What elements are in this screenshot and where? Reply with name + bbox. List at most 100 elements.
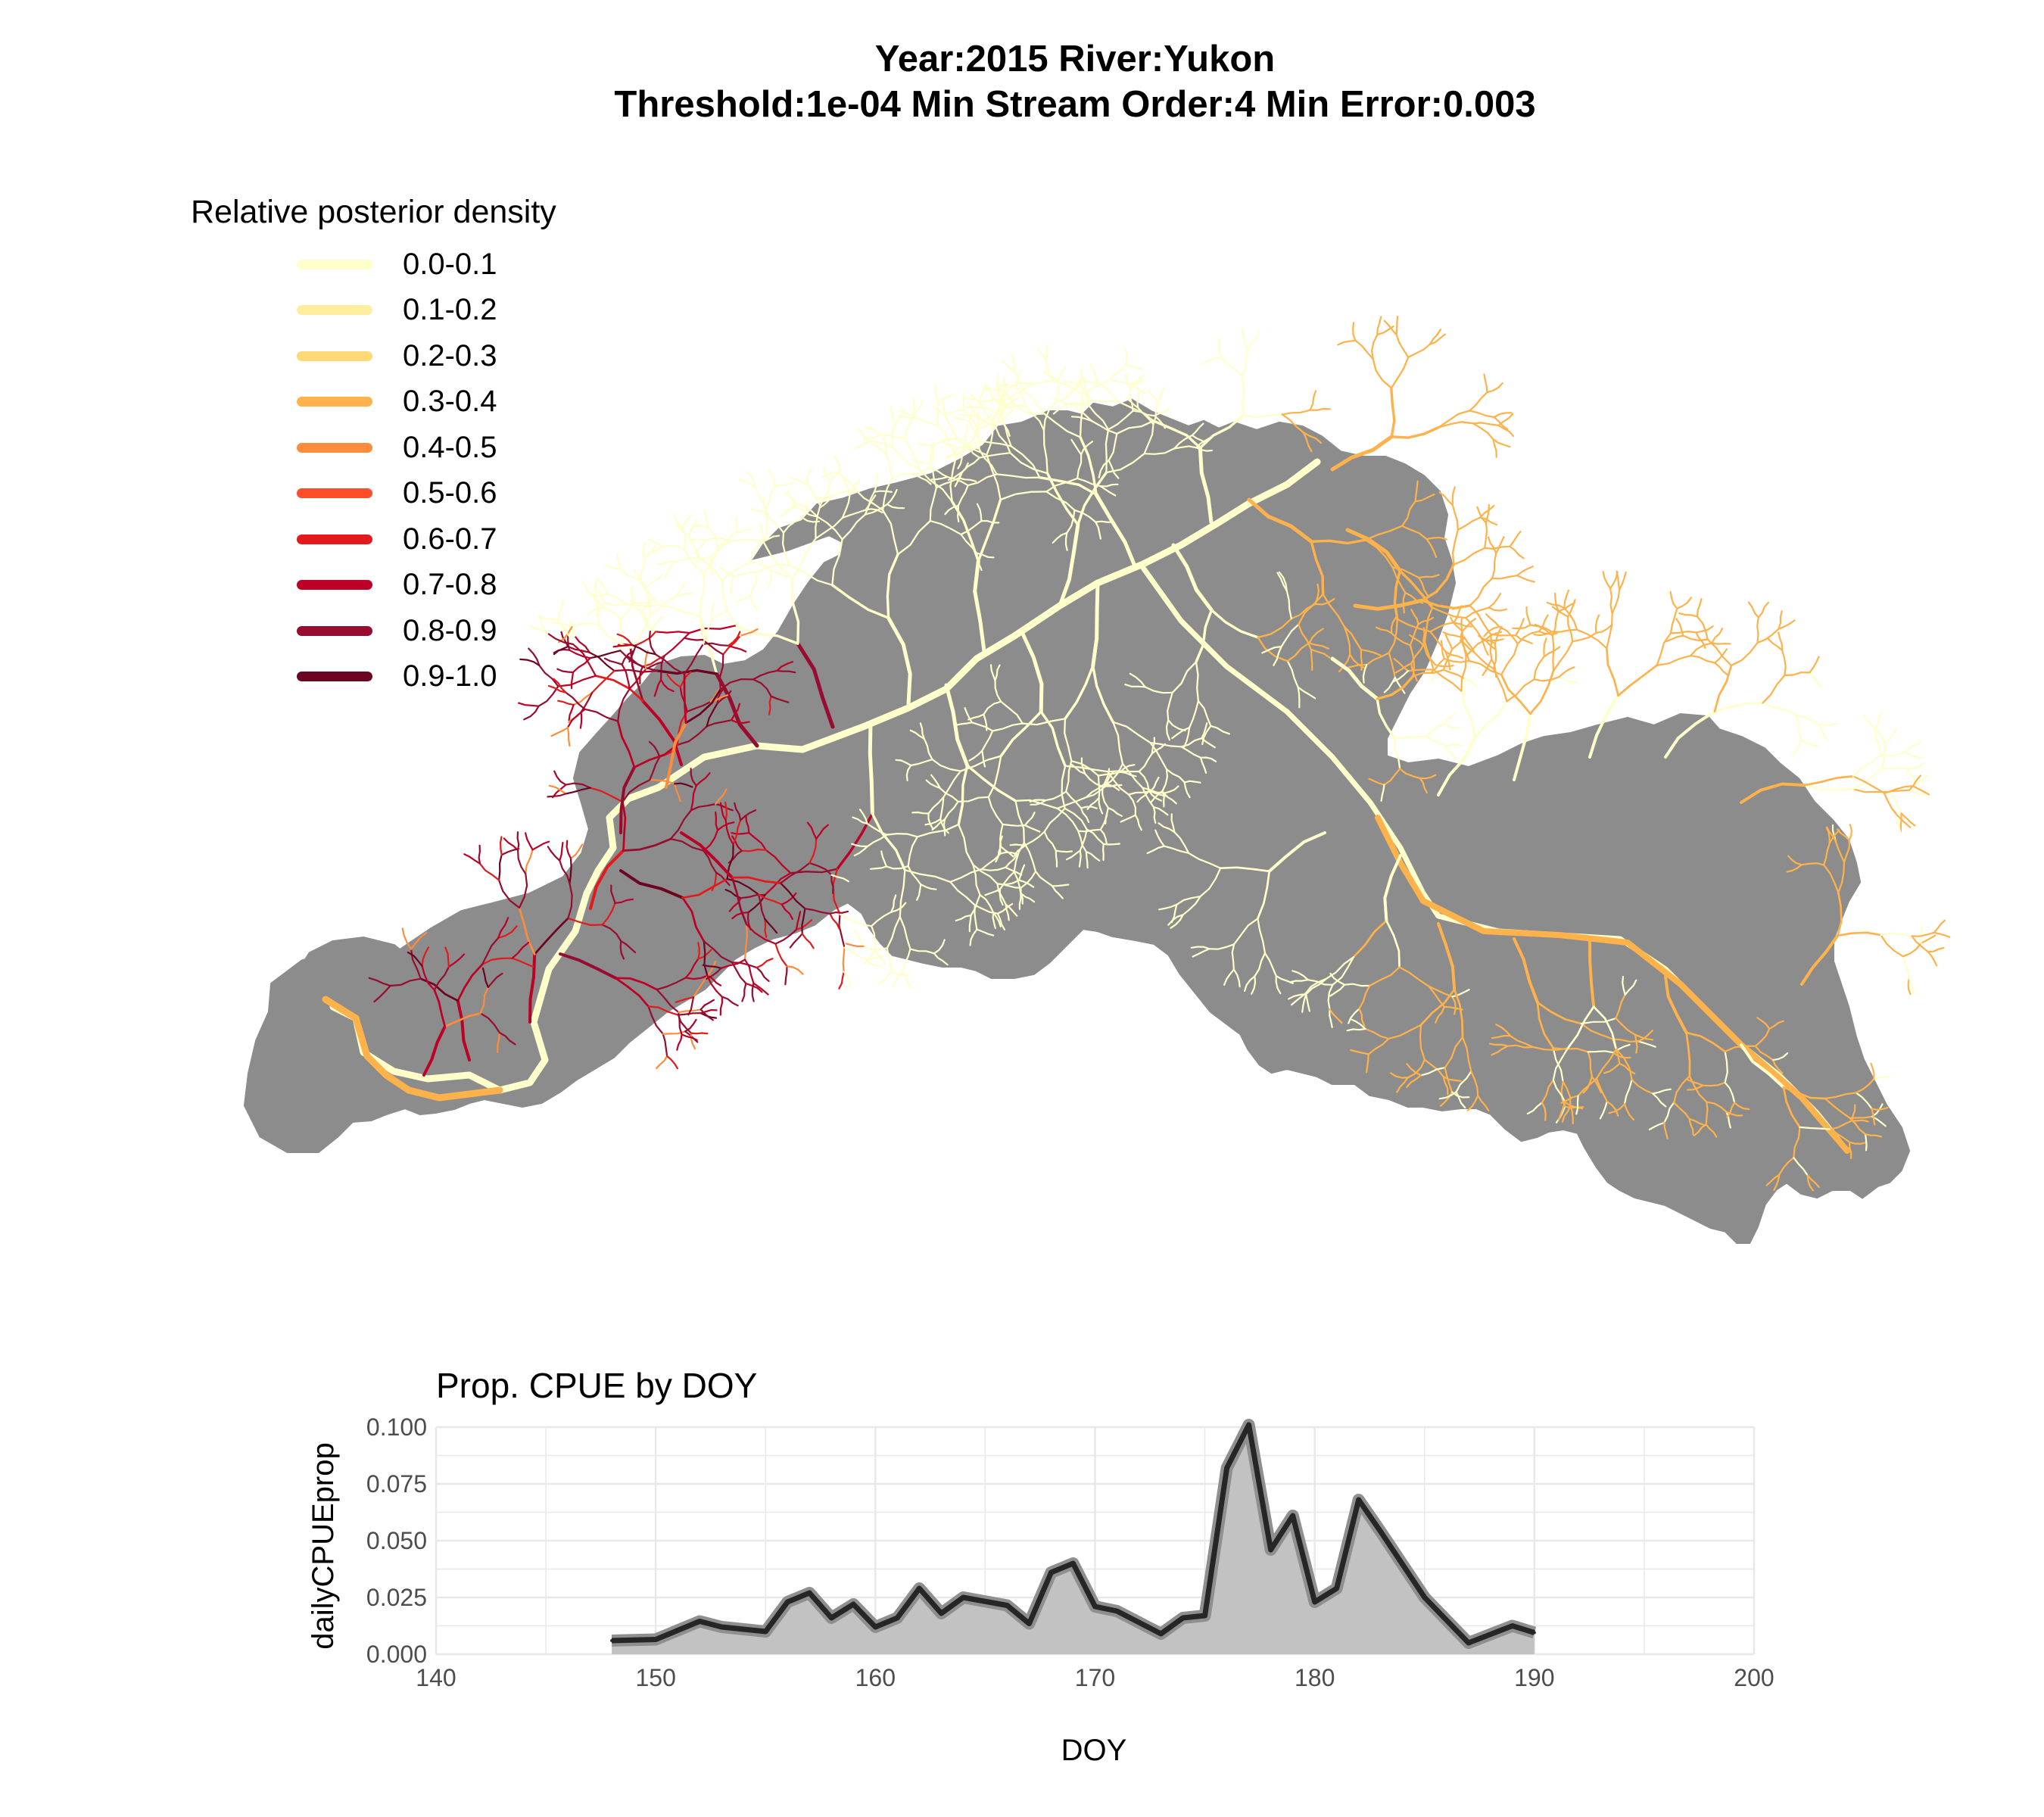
stream-segment	[1444, 1067, 1454, 1093]
stream-segment	[852, 816, 868, 825]
basin-west-lobe	[243, 936, 415, 1153]
stream-segment	[1778, 619, 1796, 630]
stream-segment	[1281, 413, 1305, 434]
stream-segment	[1199, 756, 1217, 762]
stream-segment	[1309, 390, 1317, 411]
stream-segment	[1673, 1102, 1690, 1120]
stream-segment	[1754, 1045, 1774, 1061]
stream-segment	[1794, 714, 1802, 741]
stream-segment	[551, 784, 567, 799]
stream-segment	[622, 837, 672, 852]
stream-segment	[841, 513, 866, 541]
stream-segment	[1084, 772, 1104, 788]
stream-segment	[1552, 1047, 1589, 1053]
stream-segment	[597, 587, 606, 604]
stream-segment	[1580, 1017, 1617, 1025]
stream-segment	[851, 843, 869, 847]
stream-segment	[931, 818, 946, 831]
stream-segment	[892, 447, 920, 470]
stream-segment	[629, 647, 644, 703]
stream-segment	[1052, 884, 1070, 887]
stream-segment	[1352, 919, 1388, 958]
stream-segment	[1064, 531, 1068, 551]
stream-segment	[1460, 618, 1463, 638]
stream-segment	[1102, 843, 1105, 862]
stream-segment	[960, 520, 983, 535]
stream-segment	[833, 456, 840, 474]
stream-segment	[1407, 343, 1431, 358]
stream-segment	[1488, 593, 1502, 609]
stream-segment	[1149, 742, 1168, 771]
stream-segment	[614, 977, 650, 1008]
stream-segment	[1030, 799, 1047, 806]
stream-segment	[1561, 1105, 1572, 1123]
stream-segment	[597, 580, 609, 595]
stream-segment	[715, 803, 734, 812]
stream-segment	[1257, 918, 1267, 955]
stream-segment	[749, 507, 768, 516]
stream-segment	[1136, 790, 1150, 803]
stream-segment	[910, 759, 933, 767]
stream-segment	[1043, 807, 1066, 833]
stream-segment	[1515, 618, 1525, 637]
stream-segment	[1158, 903, 1178, 911]
stream-segment	[1308, 642, 1329, 650]
stream-segment	[971, 722, 994, 732]
stream-segment	[1871, 1106, 1889, 1111]
stream-segment	[886, 503, 905, 510]
stream-segment	[1014, 799, 1058, 810]
stream-segment	[681, 877, 728, 899]
y-tick-label: 0.050	[366, 1527, 427, 1554]
stream-segment	[621, 650, 634, 665]
stream-segment	[702, 964, 722, 969]
stream-segment	[1083, 381, 1092, 401]
stream-segment	[868, 721, 874, 816]
stream-segment	[1066, 402, 1090, 407]
stream-segment	[1005, 853, 1018, 868]
stream-segment	[973, 559, 986, 653]
stream-segment	[1428, 985, 1454, 998]
stream-segment	[1453, 605, 1463, 624]
stream-segment	[841, 509, 867, 519]
stream-segment	[804, 908, 831, 915]
stream-segment	[1288, 979, 1309, 983]
stream-segment	[718, 653, 724, 690]
cpue-point	[1335, 1587, 1338, 1590]
stream-segment	[1484, 631, 1503, 641]
stream-segment	[1014, 843, 1027, 856]
stream-segment	[1566, 1005, 1595, 1049]
stream-segment	[1463, 678, 1479, 689]
stream-segment	[614, 898, 634, 904]
stream-segment	[559, 841, 564, 862]
stream-segment	[1368, 778, 1385, 786]
stream-segment	[1183, 781, 1191, 799]
stream-segment	[1080, 807, 1090, 823]
stream-segment	[782, 531, 791, 566]
stream-segment	[1498, 625, 1519, 645]
stream-segment	[891, 472, 917, 479]
stream-segment	[1308, 628, 1324, 644]
stream-segment	[1550, 628, 1578, 633]
stream-segment	[1806, 1174, 1814, 1192]
stream-segment	[1617, 664, 1658, 697]
stream-segment	[1142, 787, 1154, 809]
stream-segment	[1652, 1088, 1672, 1095]
stream-segment	[497, 1031, 500, 1053]
cpue-area	[612, 1425, 1535, 1654]
stream-segment	[977, 425, 981, 450]
stream-segment	[1348, 663, 1368, 669]
stream-segment	[1438, 1091, 1457, 1100]
stream-segment	[1407, 669, 1435, 672]
stream-segment	[1855, 1092, 1873, 1110]
stream-segment	[957, 485, 969, 506]
stream-segment	[1329, 983, 1346, 997]
stream-segment	[1022, 390, 1045, 415]
stream-segment	[1623, 1103, 1635, 1121]
stream-segment	[610, 884, 616, 904]
x-tick-label: 160	[855, 1664, 896, 1691]
stream-segment	[1887, 791, 1902, 815]
cpue-point	[1510, 1624, 1514, 1628]
stream-segment	[941, 399, 947, 419]
legend-label: 0.1-0.2	[403, 293, 497, 327]
stream-segment	[1064, 765, 1109, 773]
